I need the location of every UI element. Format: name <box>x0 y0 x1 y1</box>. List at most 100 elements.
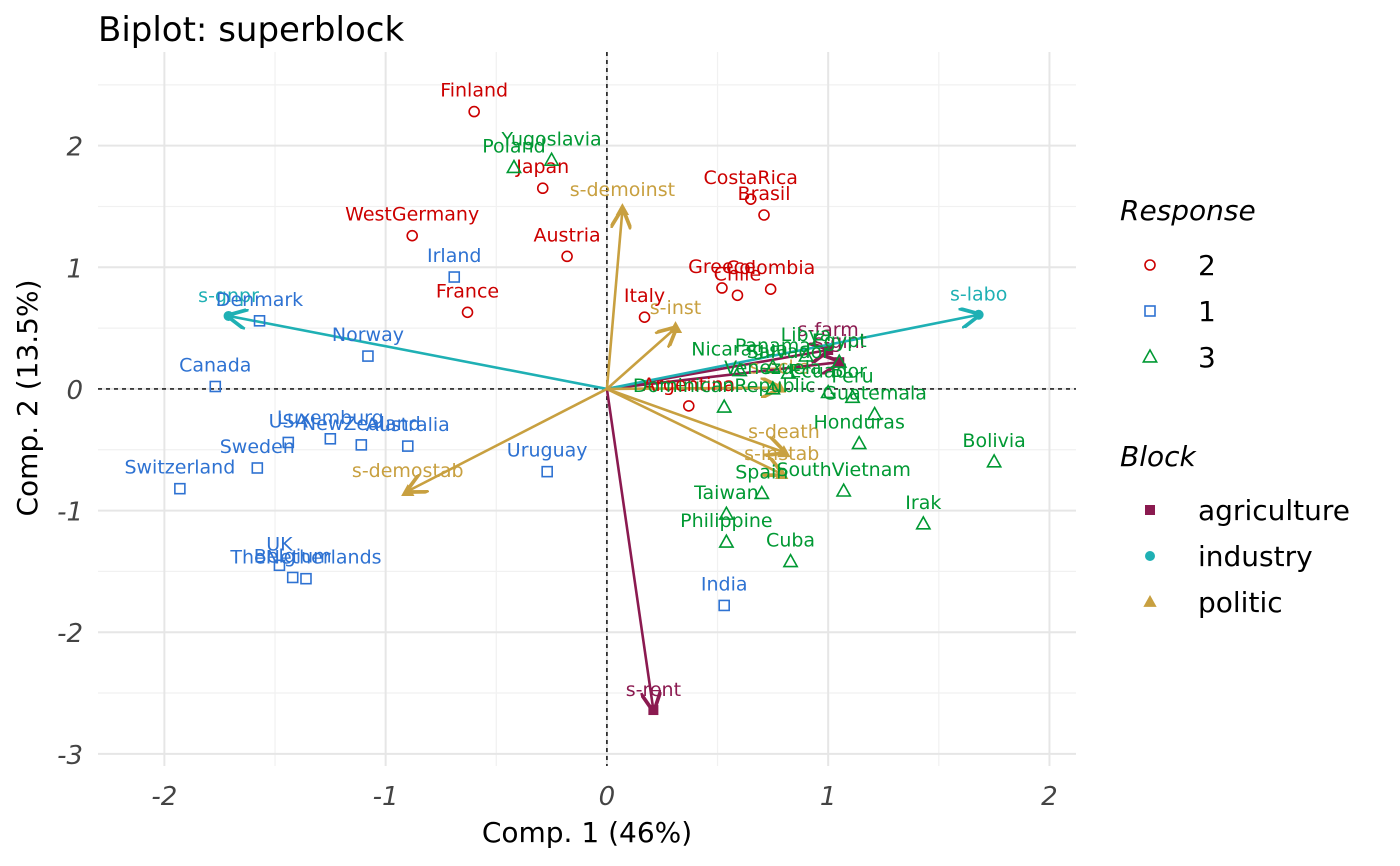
x-tick-label: 2 <box>1041 782 1058 812</box>
point-label-india: India <box>701 573 748 595</box>
point-marker-denmark <box>253 315 266 327</box>
observation-points: Finland Japan WestGermany Austria France Ital… <box>124 80 1026 612</box>
point-marker-taiwan <box>718 505 735 520</box>
x-tick-label: -2 <box>151 782 177 812</box>
point-marker-libya <box>798 347 815 362</box>
chart-title: Biplot: superblock <box>98 10 404 50</box>
point-label-cuba: Cuba <box>766 530 815 552</box>
point-marker-japan <box>536 182 549 195</box>
point-marker-switzerland <box>174 482 186 495</box>
x-tick-label: 0 <box>599 782 616 812</box>
point-marker-nicaragua <box>731 362 748 377</box>
point-label-spain: Spain <box>735 462 788 484</box>
point-label-yugoslavia: Yugoslavia <box>501 128 602 150</box>
arrow-s-demostab <box>408 387 608 491</box>
point-marker-colombia <box>764 283 777 295</box>
axis-ticks: -2 -1 0 1 2 -3 -2 -1 0 1 2 <box>57 133 1058 812</box>
point-label-honduras: Honduras <box>813 412 904 434</box>
legend-label-response-3: 3 <box>1198 341 1216 374</box>
point-label-thenetherlands: TheNetherlands <box>229 547 381 569</box>
y-tick-label: 0 <box>66 376 83 406</box>
point-marker-uk <box>273 559 286 572</box>
variable-arrows: s-ginis-farms-rents-gnprs-labos-demoinst… <box>198 179 1007 716</box>
variable-label-s-rent: s-rent <box>626 679 681 701</box>
legend-label-response-2: 2 <box>1198 249 1216 282</box>
point-label-luxemburg: Luxemburg <box>277 407 384 429</box>
point-marker-venezuela <box>764 380 781 395</box>
x-axis-title: Comp. 1 (46%) <box>482 816 692 849</box>
point-label-brasil: Brasil <box>738 183 791 205</box>
variable-label-s-inst: s-inst <box>650 297 701 319</box>
point-label-ecuador: Ecuador <box>789 361 867 383</box>
arrow-s-ecks <box>606 388 780 389</box>
arrow-s-labo <box>606 315 979 391</box>
legend-block: Block agriculture industry politic <box>1120 440 1350 619</box>
legend-key-response-1 <box>1144 305 1156 317</box>
point-label-usa: USA <box>269 410 308 432</box>
point-marker-belgium <box>286 571 299 584</box>
legend-label-block-agriculture: agriculture <box>1198 494 1350 527</box>
point-label-switzerland: Switzerland <box>124 457 235 479</box>
variable-label-s-instab: s-instab <box>744 443 819 465</box>
arrow-s-death <box>606 387 784 452</box>
point-label-newzealand: NewZealand <box>302 413 421 435</box>
point-label-nicaragua: Nicaragua <box>691 339 788 361</box>
point-marker-france <box>461 306 474 319</box>
point-marker-egypt <box>831 353 848 368</box>
point-marker-yugoslavia <box>543 151 560 166</box>
point-label-westgermany: WestGermany <box>345 204 479 226</box>
legend-key-response-3 <box>1141 348 1159 363</box>
arrow-s-inst <box>606 328 676 390</box>
variable-label-s-labo: s-labo <box>950 284 1007 306</box>
point-label-sweden: Sweden <box>220 436 295 458</box>
point-label-italy: Italy <box>624 285 665 307</box>
point-label-colombia: Colombia <box>726 257 815 279</box>
point-marker-poland <box>505 158 522 174</box>
variable-marker-s-ecks <box>772 380 787 393</box>
point-marker-india <box>718 599 730 612</box>
arrow-s-gini <box>606 362 839 391</box>
legend-label-block-industry: industry <box>1198 540 1313 573</box>
y-tick-label: -2 <box>57 619 83 649</box>
point-label-japan: Japan <box>515 156 569 178</box>
variable-marker-s-demostab <box>401 484 415 497</box>
y-axis-title: Comp. 2 (13.5%) <box>11 279 44 516</box>
point-label-peru: Peru <box>831 365 873 387</box>
variable-marker-s-gnpr <box>223 310 234 321</box>
point-marker-panama <box>764 358 781 373</box>
point-label-bolivia: Bolivia <box>962 430 1025 452</box>
point-label-norway: Norway <box>332 324 404 346</box>
point-marker-chile <box>731 289 744 302</box>
point-label-irak: Irak <box>905 492 941 514</box>
point-label-egypt: Egypt <box>812 330 867 352</box>
legend-response-title: Response <box>1120 194 1256 227</box>
point-marker-finland <box>468 105 480 118</box>
point-marker-italy <box>638 311 651 323</box>
arrow-s-instab <box>606 387 782 474</box>
point-marker-westgermany <box>406 229 418 242</box>
point-label-poland: Poland <box>482 136 545 158</box>
point-marker-sweden <box>251 462 264 474</box>
point-label-philippine: Philippine <box>680 510 772 532</box>
variable-marker-s-instab <box>775 467 789 479</box>
point-marker-salvador <box>780 364 797 379</box>
variable-label-s-farm: s-farm <box>798 319 859 341</box>
variable-label-s-ecks: s-ecks <box>750 357 810 379</box>
point-marker-luxemburg <box>324 433 337 445</box>
point-label-greece: Greece <box>688 256 756 278</box>
point-label-guatemala: Guatemala <box>822 382 927 404</box>
arrow-s-demoinst <box>605 210 622 390</box>
variable-marker-s-rent <box>648 705 659 716</box>
point-label-panama: Panama <box>735 335 811 357</box>
legend-key-block-agriculture <box>1145 505 1155 515</box>
point-marker-southvietnam <box>835 482 852 497</box>
point-label-uk: UK <box>266 533 293 555</box>
legend-label-response-1: 1 <box>1198 295 1216 328</box>
point-label-australia: Australia <box>366 414 450 436</box>
grid <box>98 52 1076 766</box>
point-label-uruguay: Uruguay <box>507 440 588 462</box>
point-marker-ecuador <box>820 383 837 399</box>
point-marker-bolivia <box>986 453 1003 468</box>
y-tick-label: -3 <box>57 741 83 771</box>
